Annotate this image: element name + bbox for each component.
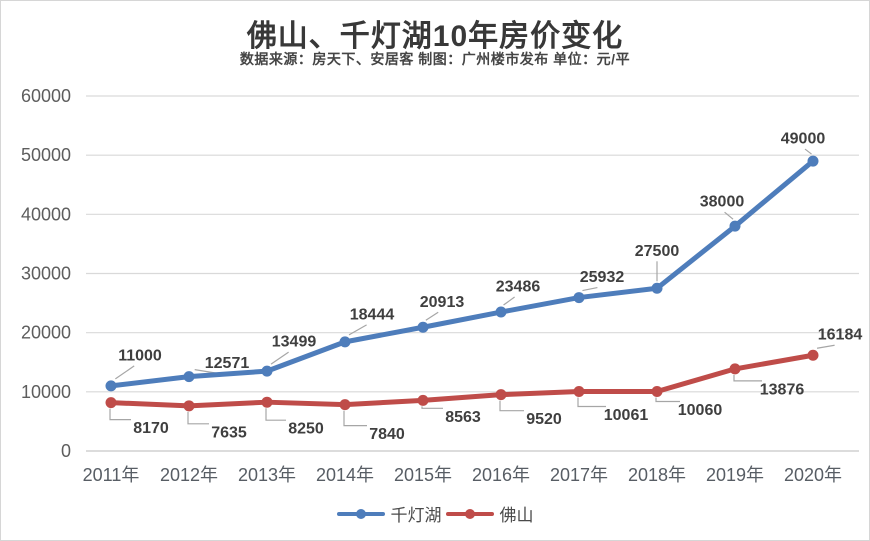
data-label: 10061 bbox=[604, 407, 649, 424]
data-label-leader bbox=[804, 148, 812, 155]
data-point-marker bbox=[183, 371, 195, 383]
y-axis-tick-label: 60000 bbox=[21, 86, 71, 106]
data-point-marker bbox=[183, 400, 195, 412]
data-label: 20913 bbox=[420, 294, 465, 311]
x-axis-tick-label: 2019年 bbox=[706, 465, 764, 485]
x-axis-tick-label: 2018年 bbox=[628, 465, 686, 485]
y-axis-tick-label: 0 bbox=[61, 441, 71, 461]
data-label: 12571 bbox=[205, 355, 250, 372]
series-line-0 bbox=[108, 158, 816, 389]
data-point-marker bbox=[729, 220, 741, 232]
data-label-leader bbox=[270, 351, 289, 365]
data-label-leader bbox=[655, 397, 680, 403]
legend-item-series-0: 千灯湖 bbox=[336, 501, 442, 526]
data-point-marker bbox=[339, 399, 351, 411]
x-axis-tick-label: 2016年 bbox=[472, 465, 530, 485]
data-label: 11000 bbox=[118, 347, 162, 364]
x-axis-tick-label: 2020年 bbox=[784, 465, 842, 485]
legend-label: 佛山 bbox=[499, 506, 534, 525]
data-point-marker bbox=[495, 389, 507, 401]
data-label: 18444 bbox=[350, 306, 395, 323]
x-axis-tick-label: 2013年 bbox=[238, 465, 296, 485]
data-label-leader bbox=[733, 374, 762, 382]
data-point-marker bbox=[651, 282, 663, 294]
data-point-marker bbox=[807, 155, 819, 167]
series-line-1 bbox=[108, 352, 816, 409]
data-point-marker bbox=[729, 363, 741, 375]
data-label: 7840 bbox=[369, 426, 405, 443]
data-point-marker bbox=[807, 349, 819, 361]
data-point-marker bbox=[417, 321, 429, 333]
data-label: 8170 bbox=[133, 420, 169, 437]
data-label-leader bbox=[187, 411, 209, 425]
data-point-marker bbox=[261, 396, 273, 408]
x-axis-tick-label: 2017年 bbox=[550, 465, 608, 485]
y-axis-tick-label: 10000 bbox=[21, 382, 71, 402]
data-label: 25932 bbox=[580, 269, 625, 286]
data-label-leader bbox=[724, 211, 734, 220]
legend-line-marker-icon bbox=[445, 508, 494, 520]
y-axis-tick-label: 20000 bbox=[21, 323, 71, 343]
x-axis-tick-label: 2014年 bbox=[316, 465, 374, 485]
chart-legend: 千灯湖 佛山 bbox=[1, 501, 869, 526]
data-label-leader bbox=[425, 311, 439, 321]
data-label-leader bbox=[348, 324, 367, 336]
data-label-leader bbox=[503, 296, 515, 306]
data-label-leader bbox=[421, 406, 443, 409]
data-label-leader bbox=[499, 400, 524, 412]
data-point-marker bbox=[261, 365, 273, 377]
data-label: 8563 bbox=[445, 409, 481, 426]
data-label-leader bbox=[577, 397, 606, 408]
data-point-marker bbox=[105, 397, 117, 409]
data-label-leader bbox=[115, 365, 135, 380]
data-label: 16184 bbox=[818, 327, 863, 344]
data-label: 27500 bbox=[635, 243, 680, 260]
data-label: 23486 bbox=[496, 279, 541, 296]
data-label: 9520 bbox=[526, 411, 562, 428]
data-point-marker bbox=[573, 385, 585, 397]
data-label-leader bbox=[343, 410, 367, 427]
data-point-marker bbox=[339, 336, 351, 348]
data-label-leader bbox=[582, 286, 598, 292]
x-axis-tick-label: 2011年 bbox=[83, 465, 140, 485]
data-label: 38000 bbox=[700, 194, 745, 211]
data-point-marker bbox=[417, 394, 429, 406]
legend-line-marker-icon bbox=[336, 508, 385, 520]
data-label-leader bbox=[265, 408, 286, 421]
data-label: 8250 bbox=[288, 421, 324, 438]
data-label-leader bbox=[816, 344, 835, 349]
y-axis-tick-label: 50000 bbox=[21, 145, 71, 165]
chart-title: 佛山、千灯湖10年房价变化 bbox=[246, 20, 624, 53]
data-label: 13876 bbox=[760, 381, 805, 398]
data-point-marker bbox=[105, 380, 117, 392]
data-point-marker bbox=[495, 306, 507, 318]
y-axis-tick-label: 30000 bbox=[21, 264, 71, 284]
legend-label: 千灯湖 bbox=[390, 506, 442, 525]
data-label: 49000 bbox=[781, 131, 826, 148]
data-label: 13499 bbox=[272, 334, 317, 351]
legend-item-series-1: 佛山 bbox=[445, 501, 534, 526]
data-point-marker bbox=[651, 385, 663, 397]
x-axis-tick-label: 2012年 bbox=[160, 465, 218, 485]
data-label: 7635 bbox=[211, 424, 247, 441]
data-point-marker bbox=[573, 292, 585, 304]
chart-subtitle: 数据来源：房天下、安居客 制图：广州楼市发布 单位：元/平 bbox=[239, 51, 631, 67]
x-axis-tick-label: 2015年 bbox=[394, 465, 452, 485]
y-axis-tick-label: 40000 bbox=[21, 204, 71, 224]
data-label-leader bbox=[109, 408, 131, 421]
data-label: 10060 bbox=[678, 402, 723, 419]
